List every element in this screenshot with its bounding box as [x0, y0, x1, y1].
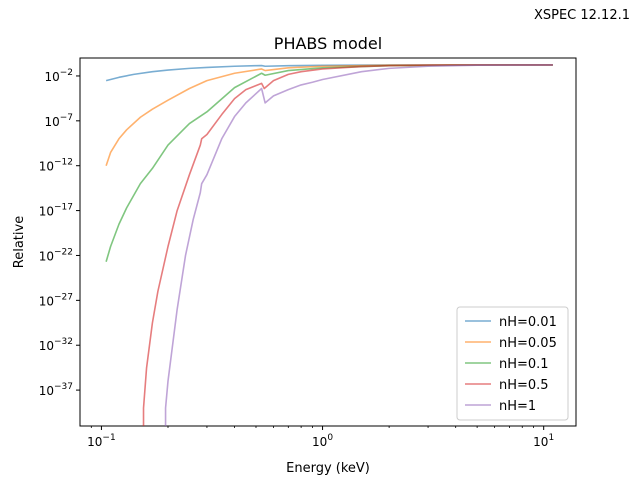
- y-tick-label: 10−32: [39, 337, 73, 353]
- x-axis-label: Energy (keV): [286, 461, 370, 476]
- legend-label: nH=0.1: [499, 357, 549, 372]
- y-tick-label: 10−37: [39, 382, 73, 398]
- legend-label: nH=0.5: [499, 378, 549, 393]
- y-axis-label: Relative: [12, 216, 27, 268]
- series-line-5: [164, 64, 553, 426]
- series-line-3: [105, 64, 553, 262]
- x-tick-label: 10−1: [87, 433, 116, 449]
- y-tick-label: 10−22: [39, 247, 73, 263]
- legend-label: nH=0.05: [499, 336, 557, 351]
- chart-title: PHABS model: [274, 34, 382, 53]
- y-tick-label: 10−17: [39, 203, 73, 219]
- x-tick-label: 100: [312, 433, 333, 449]
- legend-label: nH=1: [499, 399, 536, 414]
- y-tick-label: 10−2: [44, 68, 73, 84]
- plot-frame: [79, 57, 577, 427]
- series-layer: [105, 64, 553, 426]
- software-version-label: XSPEC 12.12.1: [533, 8, 630, 23]
- y-axis-ticks: 10−2 10−7 10−12 10−17 10−22 10−27 10−32 10−37: [39, 68, 80, 398]
- legend: nH=0.01 nH=0.05 nH=0.1 nH=0.5 nH=1: [456, 306, 569, 421]
- series-line-2: [105, 64, 553, 166]
- series-line-4: [142, 64, 553, 426]
- y-tick-label: 10−12: [39, 158, 73, 174]
- x-axis-ticks: 10−1 100 101: [87, 426, 554, 449]
- legend-box: [456, 306, 569, 421]
- y-tick-label: 10−7: [44, 113, 73, 129]
- legend-label: nH=0.01: [499, 315, 557, 330]
- y-tick-label: 10−27: [39, 292, 73, 308]
- x-tick-label: 101: [533, 433, 554, 449]
